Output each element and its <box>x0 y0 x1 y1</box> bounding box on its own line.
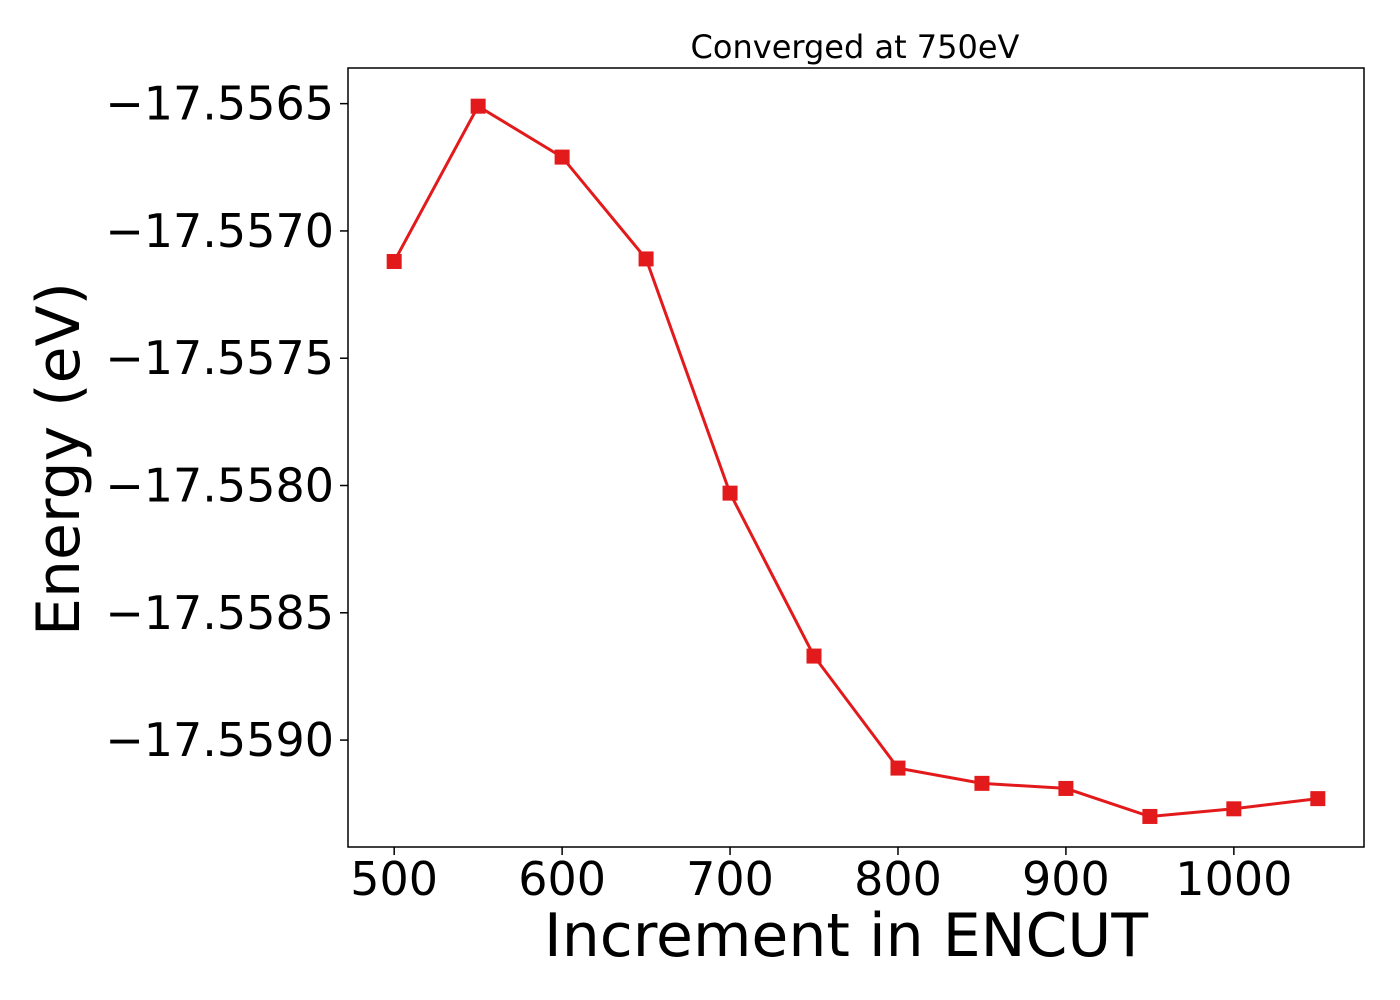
data-point-marker <box>554 149 570 165</box>
data-point-marker <box>722 485 738 501</box>
energy-series-line <box>392 104 1318 819</box>
data-point-marker <box>638 251 654 267</box>
y-tick-label: −17.5570 <box>105 204 334 258</box>
data-point-marker <box>386 253 402 269</box>
y-axis: −17.5565 −17.5570 −17.5575 −17.5580 −17.5585… <box>105 77 348 767</box>
data-point-marker <box>1058 780 1074 796</box>
x-tick-label: 700 <box>686 852 774 906</box>
x-tick-label: 600 <box>518 852 606 906</box>
chart-title: Converged at 750eV <box>691 28 1020 66</box>
x-tick-label: 500 <box>350 852 438 906</box>
x-axis-title: Increment in ENCUT <box>544 901 1148 971</box>
y-axis-title: Energy (eV) <box>24 282 94 636</box>
data-point-marker <box>806 648 822 664</box>
x-tick-label: 1000 <box>1175 852 1292 906</box>
data-point-marker <box>1310 791 1326 807</box>
plot-area-frame <box>347 67 1365 848</box>
energy-series-markers <box>386 98 1326 824</box>
x-axis: 500 600 700 800 900 1000 <box>350 847 1292 906</box>
y-tick-label: −17.5585 <box>105 586 334 640</box>
data-point-marker <box>1226 801 1242 817</box>
y-tick-label: −17.5565 <box>105 77 334 131</box>
x-tick-label: 800 <box>854 852 942 906</box>
data-point-marker <box>974 775 990 791</box>
y-tick-label: −17.5580 <box>105 459 334 513</box>
data-point-marker <box>890 760 906 776</box>
data-point-marker <box>1142 808 1158 824</box>
x-tick-label: 900 <box>1022 852 1110 906</box>
data-point-marker <box>470 98 486 114</box>
y-tick-label: −17.5590 <box>105 713 334 767</box>
y-tick-label: −17.5575 <box>105 331 334 385</box>
